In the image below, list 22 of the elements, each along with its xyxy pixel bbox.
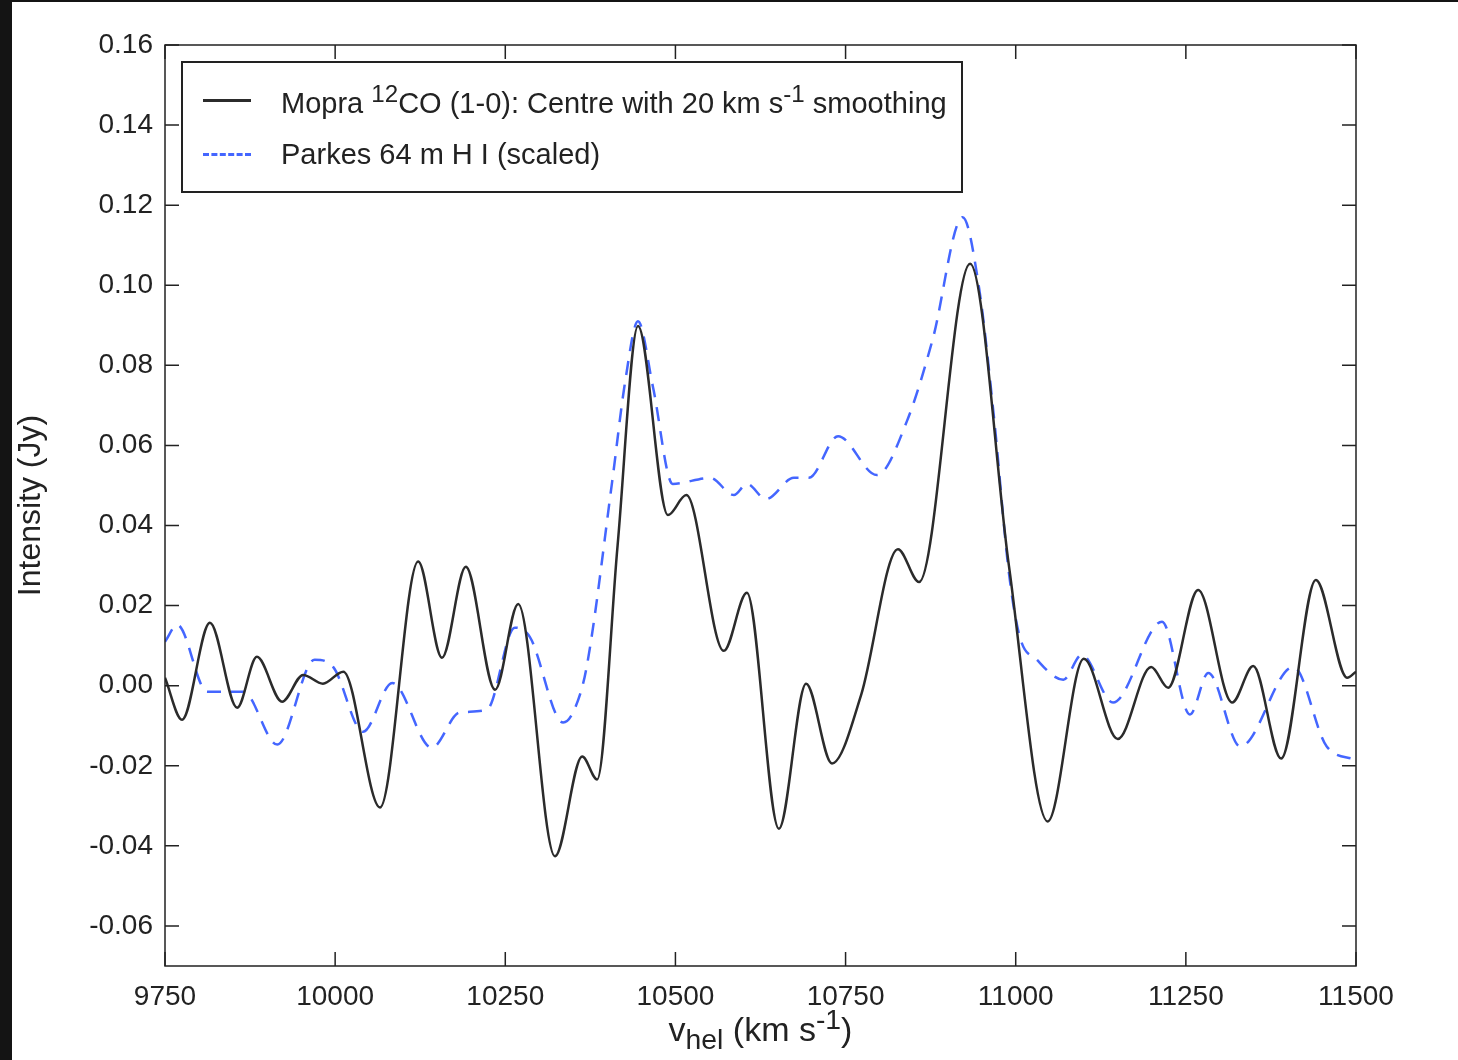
y-tick-label: -0.06 bbox=[89, 908, 153, 940]
y-tick-label: -0.04 bbox=[89, 828, 153, 860]
y-axis-title: Intensity (Jy) bbox=[11, 414, 48, 597]
y-tick-label: 0.14 bbox=[98, 107, 153, 139]
x-tick-label: 9750 bbox=[133, 979, 197, 1011]
y-tick-label: 0.00 bbox=[98, 668, 153, 700]
y-tick-label: 0.12 bbox=[98, 187, 153, 219]
x-tick-label: 11500 bbox=[1318, 979, 1394, 1011]
y-tick-label: 0.04 bbox=[98, 508, 153, 540]
y-tick-label: 0.02 bbox=[98, 588, 153, 620]
y-tick-label: 0.08 bbox=[98, 348, 153, 380]
x-tick-label: 10000 bbox=[296, 979, 375, 1011]
y-tick-label: 0.10 bbox=[98, 267, 153, 299]
y-tick-label: 0.16 bbox=[98, 27, 153, 59]
x-tick-label: 11000 bbox=[977, 979, 1054, 1011]
y-tick-label: -0.02 bbox=[89, 748, 153, 780]
x-tick-label: 10250 bbox=[466, 979, 545, 1011]
x-tick-label: 10750 bbox=[806, 979, 885, 1011]
legend-label: Mopra $^{12}$CO (1-0): Centre with 20 km s$^{-1}$ smoothing bbox=[281, 80, 947, 120]
x-tick-label: 11250 bbox=[1147, 979, 1224, 1011]
legend-label: Parkes 64 m H I (scaled) bbox=[281, 137, 601, 171]
y-tick-label: 0.06 bbox=[98, 428, 153, 460]
